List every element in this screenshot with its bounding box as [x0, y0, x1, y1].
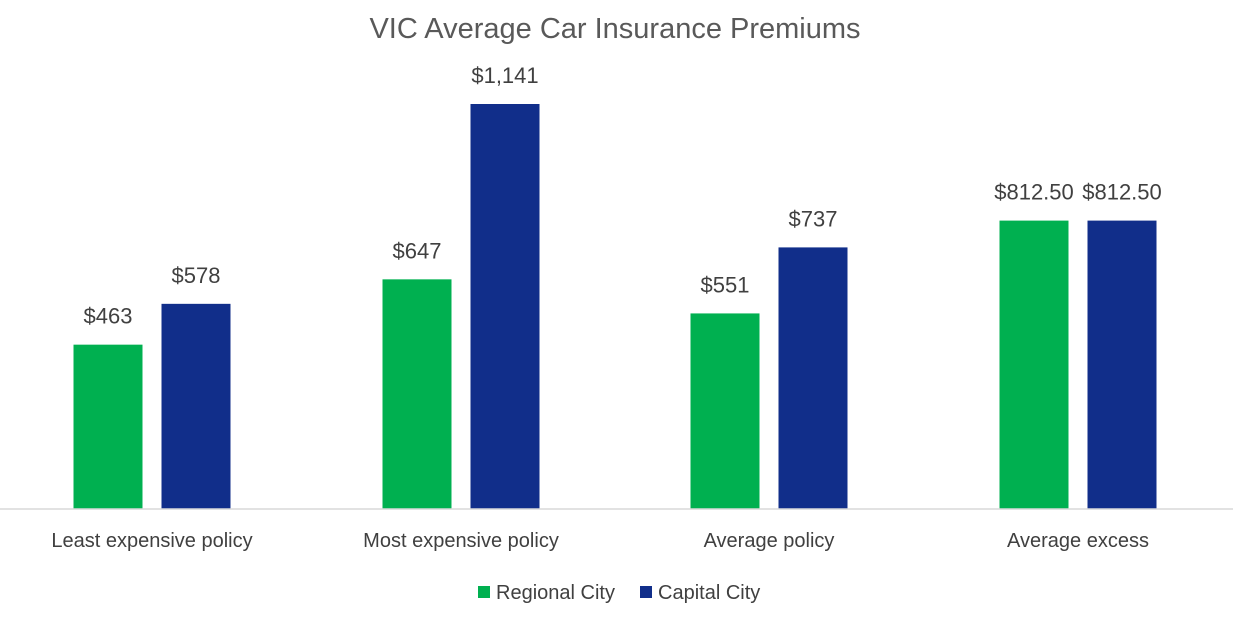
bar-capital-city-average-policy — [778, 247, 848, 510]
data-label-capital-city-average-excess: $812.50 — [1082, 180, 1162, 205]
data-label-regional-city-most-expensive-policy: $647 — [393, 238, 442, 263]
bar-regional-city-average-excess — [999, 220, 1069, 509]
bar-regional-city-average-policy — [690, 313, 760, 509]
category-label-average-policy: Average policy — [704, 530, 835, 552]
data-labels-layer: $463 $578 $647 $1,141 $551 $737 $812.50 $812.50 — [84, 63, 1162, 329]
legend-swatch-capital-city — [640, 586, 652, 598]
bar-capital-city-average-excess — [1087, 220, 1157, 509]
legend-swatch-regional-city — [478, 586, 490, 598]
category-labels-layer: Least expensive policy Most expensive pol… — [51, 530, 1149, 552]
bar-capital-city-most-expensive-policy — [470, 104, 540, 509]
category-label-least-expensive-policy: Least expensive policy — [51, 530, 252, 552]
legend: Regional City Capital City — [478, 582, 760, 604]
data-label-regional-city-average-policy: $551 — [701, 272, 750, 297]
chart-title: VIC Average Car Insurance Premiums — [369, 13, 860, 45]
category-label-most-expensive-policy: Most expensive policy — [363, 530, 559, 552]
data-label-capital-city-average-policy: $737 — [789, 206, 838, 231]
legend-label-regional-city: Regional City — [496, 582, 615, 604]
data-label-capital-city-most-expensive-policy: $1,141 — [471, 63, 538, 88]
bar-regional-city-most-expensive-policy — [382, 279, 452, 509]
data-label-regional-city-average-excess: $812.50 — [994, 180, 1074, 205]
bar-capital-city-least-expensive-policy — [161, 303, 231, 509]
data-label-regional-city-least-expensive-policy: $463 — [84, 304, 133, 329]
legend-label-capital-city: Capital City — [658, 582, 760, 604]
bar-regional-city-least-expensive-policy — [73, 344, 143, 509]
category-label-average-excess: Average excess — [1007, 530, 1149, 552]
bars-layer — [73, 104, 1157, 510]
data-label-capital-city-least-expensive-policy: $578 — [172, 263, 221, 288]
